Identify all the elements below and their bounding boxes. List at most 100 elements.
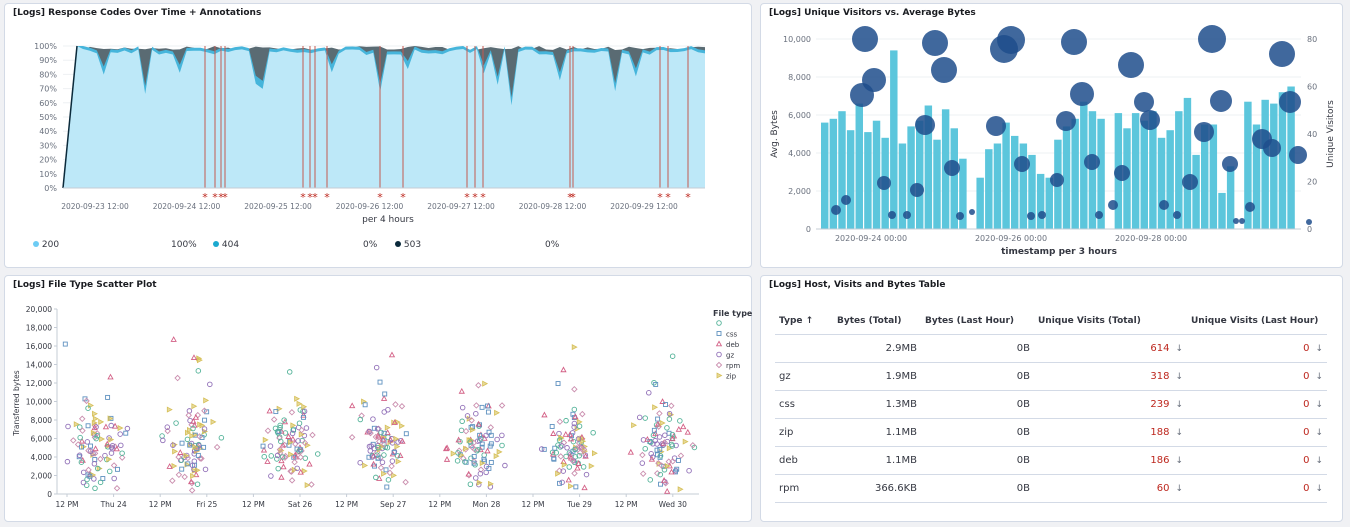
scatter-point bbox=[479, 404, 485, 410]
scatter-point bbox=[389, 458, 396, 464]
scatter-point bbox=[668, 402, 675, 410]
scatter-point bbox=[656, 410, 663, 417]
scatter-point bbox=[381, 470, 387, 477]
column-header-bytes-last-hour[interactable]: Bytes (Last Hour) bbox=[921, 308, 1034, 335]
x-axis-title: timestamp per 3 hours bbox=[1001, 247, 1117, 257]
bubble-point bbox=[1159, 200, 1169, 210]
scatter-point bbox=[654, 447, 660, 453]
scatter-point bbox=[192, 462, 198, 468]
scatter-point bbox=[201, 407, 208, 414]
scatter-point bbox=[169, 477, 176, 484]
bubble-point bbox=[1050, 173, 1064, 187]
scatter-point bbox=[193, 471, 200, 478]
bar bbox=[1183, 97, 1192, 230]
scatter-point bbox=[666, 445, 673, 452]
scatter-point bbox=[388, 351, 396, 358]
scatter-point bbox=[383, 467, 389, 473]
scatter-point bbox=[392, 401, 399, 408]
scatter-point bbox=[588, 462, 595, 470]
scatter-point bbox=[664, 425, 670, 431]
bubble-point bbox=[1118, 52, 1144, 78]
annotation-marker: * bbox=[212, 191, 218, 204]
scatter-point bbox=[203, 397, 210, 404]
host-visits-table-panel: [Logs] Host, Visits and Bytes Table Type… bbox=[760, 275, 1343, 522]
y-tick-label: 20,000 bbox=[26, 305, 52, 314]
cell-visits-last-hour: 0 ↓ bbox=[1187, 446, 1327, 475]
scatter-point bbox=[104, 440, 111, 447]
scatter-point bbox=[295, 438, 301, 444]
scatter-point bbox=[455, 436, 462, 443]
scatter-point bbox=[97, 455, 104, 463]
scatter-point bbox=[459, 418, 465, 425]
x-tick-label: 2020-09-28 12:00 bbox=[519, 202, 587, 211]
annotation-marker: * bbox=[377, 191, 383, 204]
scatter-point bbox=[91, 476, 97, 482]
scatter-point bbox=[455, 447, 463, 454]
scatter-point bbox=[119, 450, 125, 456]
column-header-type[interactable]: Type ↑ bbox=[775, 308, 833, 335]
scatter-point bbox=[636, 414, 643, 421]
scatter-point bbox=[443, 456, 451, 462]
y-tick-label: 90% bbox=[39, 56, 57, 65]
y-right-tick-label: 0 bbox=[1307, 225, 1312, 234]
scatter-point bbox=[166, 463, 173, 469]
scatter-point bbox=[288, 409, 296, 416]
scatter-point bbox=[79, 427, 86, 434]
scatter-point bbox=[92, 415, 99, 422]
scatter-point bbox=[106, 456, 113, 463]
scatter-point bbox=[651, 427, 657, 433]
scatter-point bbox=[73, 421, 80, 428]
scatter-point bbox=[576, 418, 583, 425]
legend-item-503[interactable]: 503 bbox=[395, 240, 421, 250]
scatter-point bbox=[185, 461, 191, 467]
bar bbox=[1140, 120, 1148, 229]
scatter-point bbox=[273, 409, 279, 415]
scatter-point bbox=[673, 469, 678, 475]
bar bbox=[1097, 118, 1105, 229]
scatter-point bbox=[569, 457, 576, 464]
column-header-visits-last-hour[interactable]: Unique Visits (Last Hour) bbox=[1187, 308, 1327, 335]
scatter-point bbox=[561, 461, 568, 468]
bar bbox=[1226, 166, 1235, 229]
y-left-tick-label: 4,000 bbox=[788, 149, 811, 158]
legend-item-404[interactable]: 404 bbox=[213, 240, 239, 250]
scatter-point bbox=[716, 331, 722, 336]
scatter-point bbox=[172, 448, 179, 455]
scatter-point bbox=[479, 441, 485, 447]
bar bbox=[1019, 143, 1028, 229]
scatter-point bbox=[389, 450, 396, 457]
legend-item-200[interactable]: 200 bbox=[33, 240, 59, 250]
bubble-point bbox=[1306, 219, 1312, 225]
x-tick-label: Sat 26 bbox=[288, 500, 312, 509]
bar bbox=[838, 111, 846, 229]
scatter-point bbox=[567, 452, 574, 459]
scatter-point bbox=[471, 446, 479, 453]
scatter-point bbox=[275, 430, 281, 436]
scatter-point bbox=[689, 442, 697, 449]
scatter-point bbox=[664, 462, 671, 470]
scatter-point bbox=[576, 443, 583, 451]
column-header-visits-total[interactable]: Unique Visits (Total) bbox=[1034, 308, 1187, 335]
scatter-point bbox=[477, 466, 485, 473]
scatter-point bbox=[297, 453, 304, 461]
scatter-point bbox=[77, 434, 83, 441]
scatter-point bbox=[654, 441, 660, 447]
scatter-point bbox=[83, 397, 90, 405]
scatter-point bbox=[285, 433, 292, 439]
scatter-point bbox=[467, 481, 474, 487]
bubble-point bbox=[910, 183, 924, 197]
cell-visits-total: 60 ↓ bbox=[1034, 474, 1187, 503]
x-tick-label: 12 PM bbox=[615, 500, 638, 509]
scatter-point bbox=[195, 368, 202, 374]
y-left-tick-label: 8,000 bbox=[788, 73, 811, 82]
bar bbox=[1278, 92, 1287, 229]
scatter-point bbox=[716, 351, 722, 358]
trend-down-icon: ↓ bbox=[1175, 344, 1183, 354]
bubble-point bbox=[862, 68, 886, 92]
scatter-point bbox=[385, 406, 391, 413]
column-header-bytes-total[interactable]: Bytes (Total) bbox=[833, 308, 921, 335]
annotation-marker: * bbox=[665, 191, 671, 204]
scatter-point bbox=[399, 422, 406, 429]
bubble-point bbox=[1095, 211, 1103, 219]
table-row: css 1.3MB 0B 239 ↓ 0 ↓ bbox=[775, 390, 1327, 419]
